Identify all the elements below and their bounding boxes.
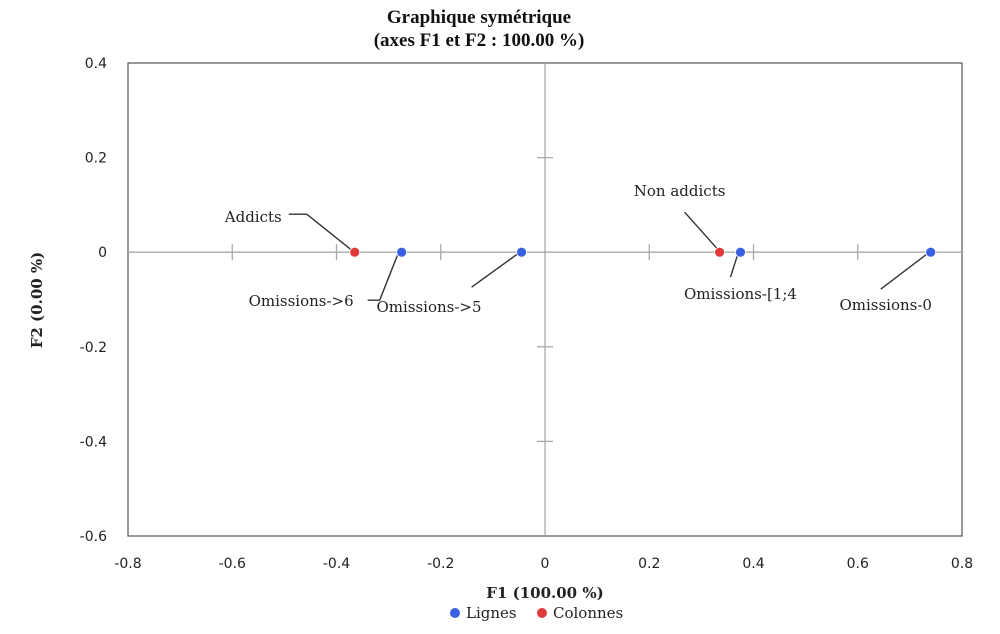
label-leader-lines: [288, 211, 928, 301]
point-label: Non addicts: [634, 182, 726, 200]
data-point-colonnes: [349, 246, 361, 258]
x-tick-label: 0: [541, 556, 550, 572]
leader-line: [367, 251, 400, 301]
x-tick-label: -0.4: [323, 556, 350, 572]
y-tick-label: 0.2: [85, 151, 107, 167]
legend-marker-lignes: [450, 608, 460, 618]
data-point-lignes: [396, 246, 408, 258]
point-label: Addicts: [224, 208, 282, 226]
legend: Lignes Colonnes: [450, 604, 623, 622]
data-points: [349, 246, 937, 258]
leader-line: [471, 252, 519, 288]
chart-title: Graphique symétrique: [387, 7, 571, 28]
inner-axis-ticks: [231, 156, 859, 443]
leader-line: [288, 213, 353, 251]
x-tick-label: 0.6: [847, 556, 869, 572]
data-point-lignes: [735, 246, 746, 258]
x-tick-label: -0.6: [219, 556, 246, 572]
data-point-lignes: [516, 246, 527, 258]
y-tick-labels: 0.4 0.2 0 -0.2 -0.4 -0.6: [80, 56, 107, 545]
data-point-lignes: [925, 246, 937, 258]
chart-subtitle: (axes F1 et F2 : 100.00 %): [374, 30, 585, 51]
point-label: Omissions-0: [839, 296, 932, 314]
x-tick-label: -0.2: [427, 556, 454, 572]
leader-line: [684, 211, 719, 250]
legend-marker-colonnes: [537, 608, 547, 618]
x-tick-label: 0.4: [742, 556, 764, 572]
x-tick-label: -0.8: [114, 556, 141, 572]
y-axis-label: F2 (0.00 %): [28, 252, 46, 349]
point-label: Omissions->5: [376, 298, 481, 316]
y-tick-label: -0.2: [80, 340, 107, 356]
point-label: Omissions->6: [249, 292, 354, 310]
leader-line: [729, 254, 739, 278]
leader-line: [880, 253, 928, 290]
y-tick-label: 0.4: [85, 56, 107, 72]
y-tick-label: -0.4: [80, 434, 107, 450]
y-tick-label: -0.6: [80, 529, 107, 545]
x-tick-labels: -0.8 -0.6 -0.4 -0.2 0 0.2 0.4 0.6 0.8: [114, 556, 973, 572]
x-tick-label: 0.2: [638, 556, 660, 572]
data-point-colonnes: [714, 246, 726, 258]
y-tick-label: 0: [98, 245, 107, 261]
point-labels: Omissions->6 Omissions->5 Omissions-[1;4 Om…: [224, 182, 932, 316]
x-tick-label: 0.8: [951, 556, 973, 572]
legend-label: Lignes: [466, 604, 517, 622]
point-label: Omissions-[1;4: [684, 285, 797, 303]
x-axis-label: F1 (100.00 %): [486, 584, 603, 602]
legend-label: Colonnes: [553, 604, 623, 622]
